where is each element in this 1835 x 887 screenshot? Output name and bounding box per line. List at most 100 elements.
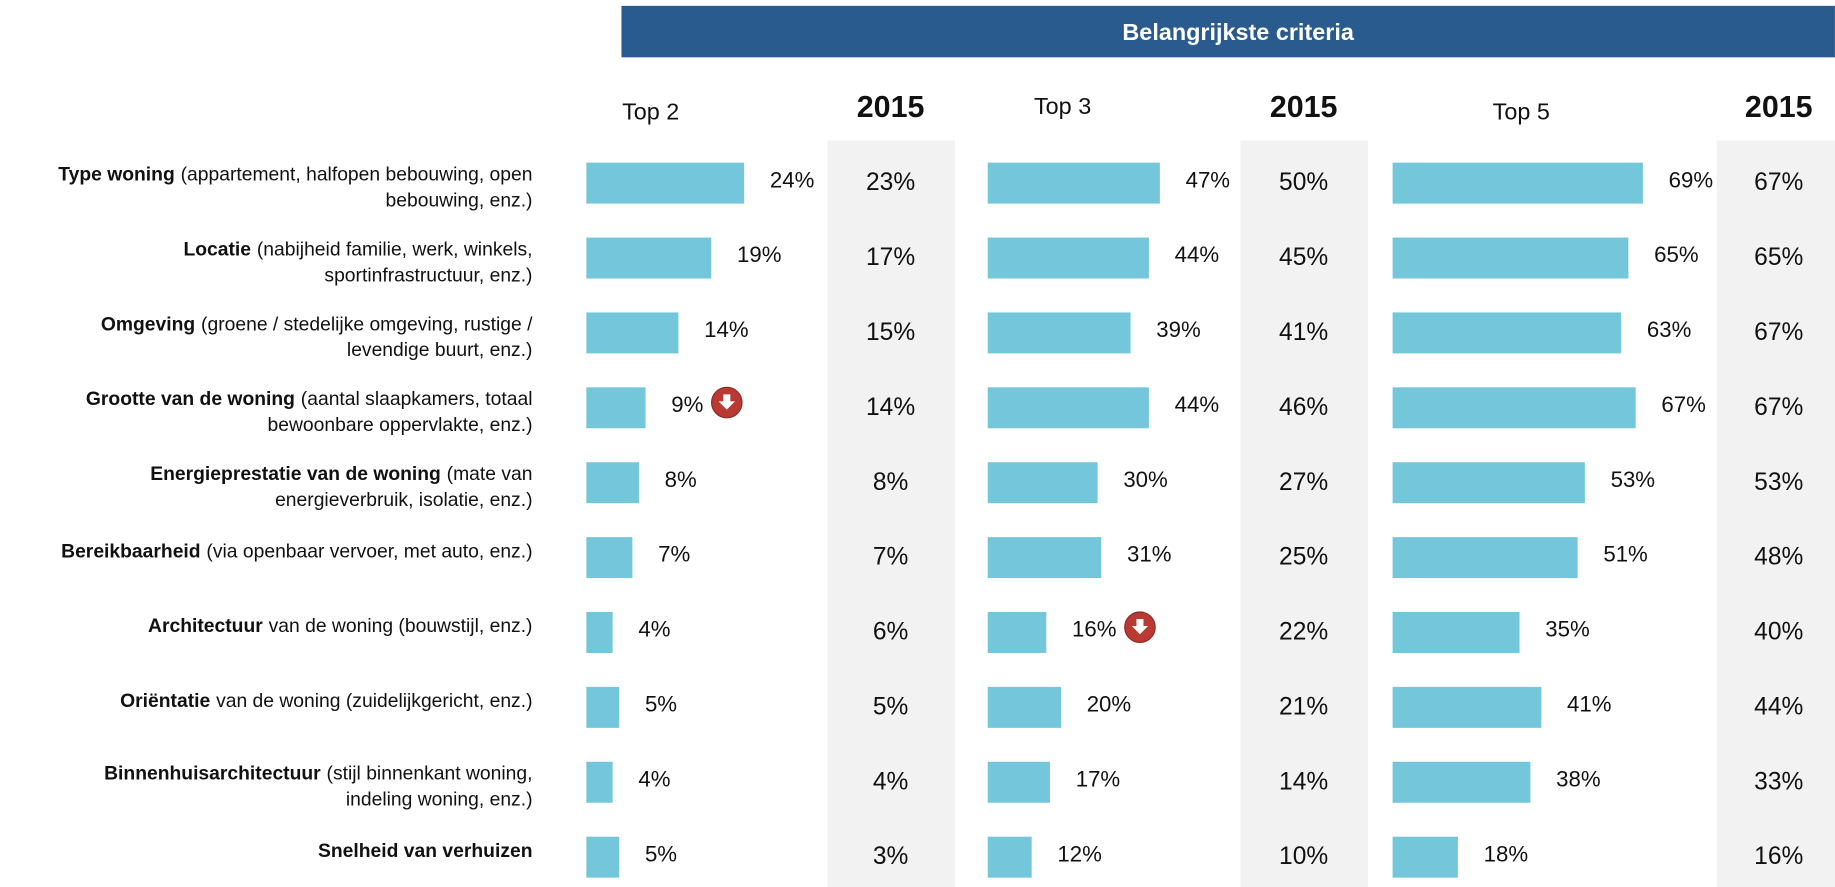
compare-value: 3%: [873, 843, 909, 870]
compare-value: 15%: [866, 319, 915, 346]
value-label: 31%: [1127, 542, 1171, 567]
value-label: 20%: [1087, 691, 1131, 716]
category-bold: Bereikbaarheid: [61, 541, 200, 562]
value-label: 35%: [1545, 617, 1589, 642]
bar: [586, 237, 712, 279]
category-label-line: sportinfrastructuur, enz.): [324, 265, 532, 286]
compare-value: 27%: [1279, 469, 1328, 496]
down-icon-arrow: [718, 394, 735, 410]
category-text: (mate van: [447, 464, 533, 485]
compare-column: [1716, 140, 1835, 887]
category-text: (stijl binnenkant woning,: [327, 764, 533, 785]
category-label: Binnenhuisarchitectuur (stijl binnenkant …: [104, 764, 532, 785]
value-label: 30%: [1123, 467, 1167, 492]
category-bold: Binnenhuisarchitectuur: [104, 764, 321, 785]
value-label: 39%: [1156, 317, 1200, 342]
bar: [987, 537, 1102, 579]
bar: [987, 612, 1047, 653]
panel-header: Top 5: [1493, 99, 1550, 125]
value-label: 4%: [638, 766, 670, 791]
value-label: 63%: [1647, 317, 1691, 342]
compare-value: 44%: [1754, 693, 1803, 720]
value-label: 67%: [1661, 392, 1705, 417]
compare-value: 4%: [873, 768, 909, 795]
compare-value: 25%: [1279, 544, 1328, 571]
value-label: 16%: [1072, 617, 1116, 642]
value-label: 65%: [1654, 242, 1698, 267]
value-label: 47%: [1186, 167, 1230, 192]
down-icon: [1124, 611, 1156, 644]
bar: [1392, 612, 1520, 653]
value-label: 7%: [658, 542, 690, 567]
bar: [1392, 537, 1578, 579]
value-label: 51%: [1603, 542, 1647, 567]
compare-value: 14%: [866, 394, 915, 421]
category-bold: Oriëntatie: [120, 691, 210, 712]
compare-value: 16%: [1754, 843, 1803, 870]
compare-value: 50%: [1279, 169, 1328, 196]
category-label: Omgeving (groene / stedelijke omgeving, r…: [101, 314, 533, 335]
category-label: Architectuur van de woning (bouwstijl, en…: [148, 616, 532, 637]
category-label-line: levendige buurt, enz.): [347, 340, 533, 361]
compare-value: 17%: [866, 244, 915, 271]
compare-value: 10%: [1279, 843, 1328, 870]
bar: [1392, 312, 1622, 354]
bar: [586, 686, 620, 728]
bar: [586, 462, 639, 504]
category-bold: Grootte van de woning: [86, 389, 295, 410]
bar: [586, 761, 613, 803]
bar: [1392, 686, 1542, 728]
compare-value: 5%: [873, 693, 909, 720]
value-label: 38%: [1556, 766, 1600, 791]
compare-value: 65%: [1754, 244, 1803, 271]
bar: [987, 761, 1050, 803]
bar: [987, 387, 1149, 429]
compare-value: 23%: [866, 169, 915, 196]
compare-value: 45%: [1279, 244, 1328, 271]
down-icon: [711, 386, 743, 419]
down-icon-arrow: [1131, 619, 1149, 635]
category-text: van de woning (zuidelijkgericht, enz.): [216, 691, 532, 712]
compare-header: 2015: [857, 90, 925, 124]
category-label: Bereikbaarheid (via openbaar vervoer, met…: [61, 541, 532, 562]
bar: [586, 836, 620, 878]
value-label: 18%: [1484, 841, 1528, 866]
value-label: 5%: [645, 691, 677, 716]
category-bold: Locatie: [183, 240, 251, 261]
panel-header: Top 3: [1034, 93, 1091, 119]
category-label: Energieprestatie van de woning (mate van: [150, 464, 532, 485]
value-label: 5%: [645, 841, 677, 866]
category-bold: Energieprestatie van de woning: [150, 464, 441, 485]
value-label: 9%: [671, 392, 703, 417]
category-label: Grootte van de woning (aantal slaapkamers…: [86, 389, 533, 410]
category-label: Oriëntatie van de woning (zuidelijkgerich…: [120, 691, 532, 712]
value-label: 41%: [1567, 691, 1611, 716]
category-label-line: bebouwing, enz.): [386, 190, 533, 211]
value-label: 53%: [1611, 467, 1655, 492]
bar: [586, 162, 745, 204]
compare-value: 46%: [1279, 394, 1328, 421]
category-text: van de woning (bouwstijl, enz.): [269, 616, 533, 637]
bar: [987, 237, 1149, 279]
compare-value: 53%: [1754, 469, 1803, 496]
category-label: Snelheid van verhuizen: [318, 841, 532, 862]
compare-value: 48%: [1754, 544, 1803, 571]
category-text: (appartement, halfopen bebouwing, open: [181, 165, 533, 186]
compare-value: 14%: [1279, 768, 1328, 795]
bar: [586, 387, 646, 429]
category-bold: Architectuur: [148, 616, 263, 637]
compare-header: 2015: [1270, 90, 1338, 124]
compare-value: 67%: [1754, 169, 1803, 196]
compare-column: [1240, 140, 1369, 887]
compare-value: 67%: [1754, 319, 1803, 346]
category-text: (via openbaar vervoer, met auto, enz.): [206, 541, 532, 562]
compare-column: [827, 140, 955, 887]
category-label: Type woning (appartement, halfopen bebouw…: [58, 165, 532, 186]
category-label-line: energieverbruik, isolatie, enz.): [275, 490, 532, 511]
compare-value: 6%: [873, 619, 909, 646]
value-label: 17%: [1076, 766, 1120, 791]
category-text: (nabijheid familie, werk, winkels,: [257, 240, 533, 261]
category-label-line: bewoonbare oppervlakte, enz.): [268, 415, 533, 436]
category-bold: Snelheid van verhuizen: [318, 841, 532, 862]
